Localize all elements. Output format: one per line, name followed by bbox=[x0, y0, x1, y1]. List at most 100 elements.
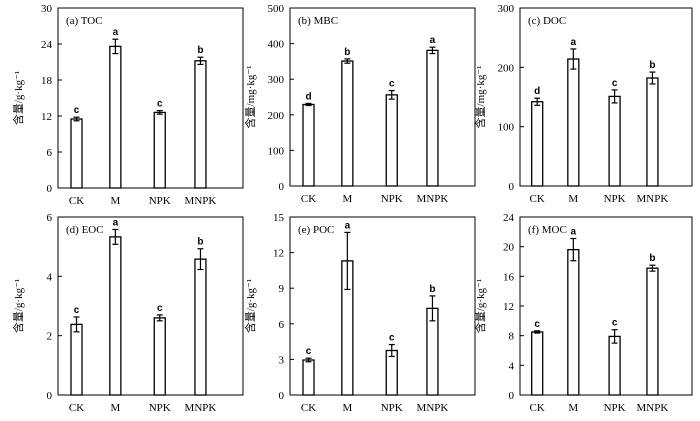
category-label: NPK bbox=[149, 195, 171, 207]
y-tick-label: 300 bbox=[268, 74, 285, 86]
y-tick-label: 400 bbox=[268, 39, 285, 51]
y-tick-label: 4 bbox=[47, 271, 53, 283]
y-axis-label: 含量/g·kg⁻¹ bbox=[11, 71, 25, 125]
y-tick-label: 200 bbox=[498, 62, 515, 74]
y-tick-label: 9 bbox=[279, 283, 285, 295]
category-label: M bbox=[342, 402, 352, 414]
bar bbox=[567, 58, 580, 187]
category-label: CK bbox=[530, 402, 545, 414]
significance-label: a bbox=[430, 35, 436, 46]
bar bbox=[153, 317, 166, 396]
bar bbox=[531, 101, 544, 187]
significance-label: a bbox=[571, 227, 577, 238]
bar bbox=[70, 118, 83, 189]
bar bbox=[109, 45, 122, 189]
y-tick-label: 6 bbox=[47, 212, 53, 224]
category-label: M bbox=[568, 193, 578, 205]
significance-label: b bbox=[429, 284, 435, 295]
category-label: M bbox=[110, 402, 120, 414]
significance-label: b bbox=[197, 45, 203, 56]
bar bbox=[646, 267, 659, 396]
panel-title: (c) DOC bbox=[528, 15, 566, 27]
category-label: M bbox=[342, 193, 352, 205]
significance-label: b bbox=[649, 60, 655, 71]
y-tick-label: 12 bbox=[41, 111, 52, 123]
y-tick-label: 0 bbox=[47, 390, 53, 402]
y-tick-label: 12 bbox=[273, 248, 284, 260]
y-axis-label: 含量/mg·kg⁻¹ bbox=[473, 66, 487, 129]
y-tick-label: 500 bbox=[268, 3, 285, 15]
y-tick-label: 24 bbox=[41, 39, 53, 51]
y-tick-label: 100 bbox=[498, 122, 515, 134]
panel-title: (e) POC bbox=[298, 224, 334, 236]
significance-label: b bbox=[344, 47, 350, 58]
bar bbox=[153, 111, 166, 189]
y-tick-label: 0 bbox=[279, 181, 285, 193]
plot-frame bbox=[289, 7, 476, 187]
panel-title: (a) TOC bbox=[66, 15, 103, 27]
significance-label: c bbox=[74, 305, 80, 316]
y-tick-label: 2 bbox=[47, 331, 53, 343]
y-tick-label: 20 bbox=[503, 242, 515, 254]
y-tick-label: 24 bbox=[503, 212, 515, 224]
category-label: CK bbox=[530, 193, 545, 205]
category-label: MNPK bbox=[417, 193, 449, 205]
significance-label: c bbox=[157, 303, 163, 314]
significance-label: c bbox=[612, 78, 618, 89]
y-axis-label: 含量/g·kg⁻¹ bbox=[11, 279, 25, 333]
plot-frame bbox=[57, 216, 244, 396]
bar bbox=[531, 331, 544, 396]
y-tick-label: 18 bbox=[41, 75, 53, 87]
chart-panel: 0 100 200 300 400 500 (b) MBC 含量/mg·kg⁻¹ d CK b Mc N… bbox=[243, 3, 476, 205]
significance-label: a bbox=[345, 220, 351, 231]
bar bbox=[302, 359, 315, 396]
y-tick-label: 6 bbox=[279, 319, 285, 331]
category-label: CK bbox=[301, 193, 316, 205]
category-label: NPK bbox=[604, 193, 626, 205]
bar bbox=[608, 95, 621, 187]
bar bbox=[194, 258, 207, 396]
y-tick-label: 300 bbox=[498, 3, 515, 15]
plot-frame bbox=[519, 7, 693, 187]
chart-panel: 0 2 4 6 (d) EOC 含量/g·kg⁻¹ c CK a Mc NPK b MNPK bbox=[11, 212, 244, 414]
significance-label: c bbox=[157, 99, 163, 110]
significance-label: a bbox=[571, 37, 577, 48]
y-tick-label: 30 bbox=[41, 3, 53, 15]
y-tick-label: 3 bbox=[279, 354, 285, 366]
category-label: M bbox=[568, 402, 578, 414]
panel-title: (d) EOC bbox=[66, 224, 104, 236]
category-label: CK bbox=[301, 402, 316, 414]
chart-panel: 0 4 8 12 16 20 24 (f) MOC 含量/g·kg⁻¹ c CK a Mc NPK b MNP… bbox=[473, 212, 693, 414]
significance-label: c bbox=[389, 79, 395, 90]
bar bbox=[385, 349, 398, 396]
category-label: MNPK bbox=[637, 402, 669, 414]
significance-label: b bbox=[197, 237, 203, 248]
bar bbox=[426, 49, 439, 187]
plot-frame bbox=[289, 216, 476, 396]
y-tick-label: 8 bbox=[509, 331, 515, 343]
significance-label: d bbox=[305, 91, 311, 102]
y-tick-label: 6 bbox=[47, 147, 53, 159]
significance-label: a bbox=[113, 27, 119, 38]
plot-frame bbox=[519, 216, 693, 396]
category-label: M bbox=[110, 195, 120, 207]
bar bbox=[567, 248, 580, 396]
bar bbox=[302, 103, 315, 187]
y-axis-label: 含量/mg·kg⁻¹ bbox=[243, 66, 257, 129]
bar bbox=[608, 335, 621, 396]
significance-label: c bbox=[612, 318, 618, 329]
significance-label: b bbox=[649, 253, 655, 264]
significance-label: c bbox=[74, 105, 80, 116]
significance-label: a bbox=[113, 217, 119, 228]
y-tick-label: 0 bbox=[509, 390, 515, 402]
y-tick-label: 0 bbox=[509, 181, 515, 193]
category-label: MNPK bbox=[185, 195, 217, 207]
plot-frame bbox=[57, 7, 244, 189]
bar bbox=[194, 60, 207, 189]
significance-label: c bbox=[534, 319, 540, 330]
category-label: NPK bbox=[381, 193, 403, 205]
significance-label: d bbox=[534, 86, 540, 97]
panel-title: (f) MOC bbox=[528, 224, 567, 236]
y-tick-label: 12 bbox=[503, 301, 514, 313]
